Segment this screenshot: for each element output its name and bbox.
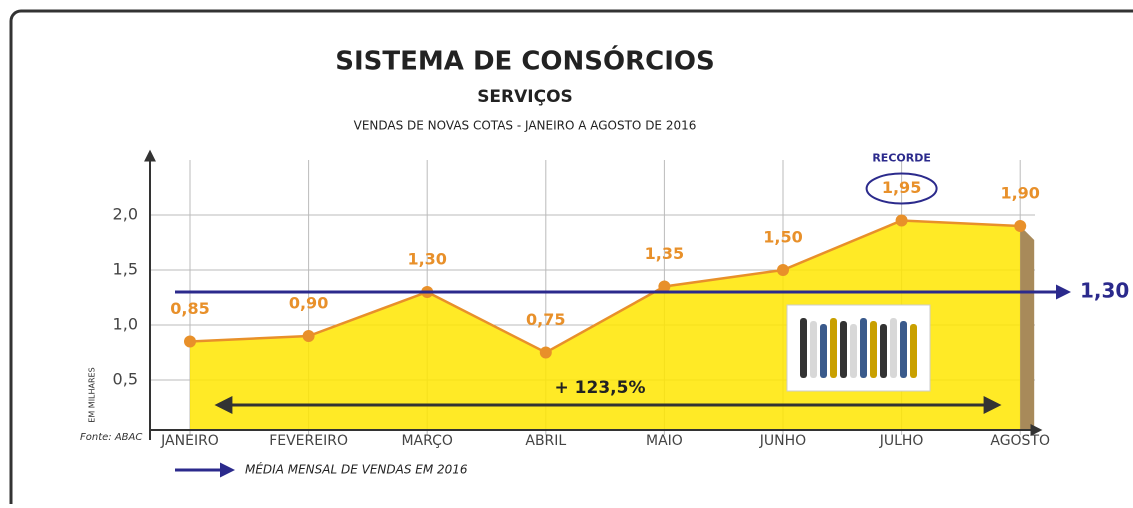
y-axis-label: EM MILHARES — [88, 367, 97, 422]
photo-figure — [890, 318, 897, 378]
data-label: 1,35 — [645, 244, 684, 263]
x-tick-label: JUNHO — [759, 433, 806, 449]
data-label: 1,50 — [763, 228, 802, 247]
average-label: 1,30 — [1080, 279, 1129, 303]
photo — [787, 305, 930, 391]
photo-figure — [800, 318, 807, 378]
x-tick-label: MAIO — [646, 433, 683, 449]
x-tick-label: FEVEREIRO — [269, 433, 348, 449]
y-tick-label: 1,5 — [113, 260, 138, 279]
photo-figure — [830, 318, 837, 378]
point — [303, 330, 315, 342]
photo-figure — [860, 318, 867, 378]
photo-figure — [840, 321, 847, 378]
x-tick-label: ABRIL — [525, 433, 566, 449]
record-label: RECORDE — [872, 152, 931, 165]
source: Fonte: ABAC — [80, 432, 142, 443]
photo-figure — [820, 324, 827, 378]
data-label: 0,90 — [289, 294, 328, 313]
point — [540, 347, 552, 359]
photo-figure — [910, 324, 917, 378]
chart-subtitle: SERVIÇOS — [477, 87, 573, 107]
data-label: 1,30 — [407, 250, 446, 269]
legend-label: MÉDIA MENSAL DE VENDAS EM 2016 — [245, 462, 468, 477]
area-shadow — [1020, 226, 1034, 430]
photo-figure — [900, 321, 907, 378]
y-tick-label: 2,0 — [113, 205, 138, 224]
data-label: 0,75 — [526, 310, 565, 329]
y-tick-label: 1,0 — [113, 315, 138, 334]
point — [777, 264, 789, 276]
data-label: 1,95 — [882, 178, 921, 197]
x-tick-label: AGOSTO — [990, 433, 1050, 449]
data-label: 0,85 — [170, 299, 209, 318]
point — [1014, 220, 1026, 232]
x-tick-label: MARÇO — [401, 433, 452, 449]
x-tick-label: JANEIRO — [160, 433, 219, 449]
photo-figure — [880, 324, 887, 378]
point — [896, 215, 908, 227]
chart-title: SISTEMA DE CONSÓRCIOS — [335, 45, 714, 77]
point — [184, 336, 196, 348]
growth-label: + 123,5% — [555, 378, 646, 398]
y-tick-label: 0,5 — [113, 370, 138, 389]
photo-figure — [810, 321, 817, 378]
photo-figure — [870, 321, 877, 378]
chart-description: VENDAS DE NOVAS COTAS - JANEIRO A AGOSTO… — [354, 119, 697, 133]
data-label: 1,90 — [1000, 184, 1039, 203]
chart: SISTEMA DE CONSÓRCIOS SERVIÇOS VENDAS DE… — [0, 0, 1133, 504]
x-tick-label: JULHO — [879, 433, 924, 449]
photo-figure — [850, 324, 857, 378]
